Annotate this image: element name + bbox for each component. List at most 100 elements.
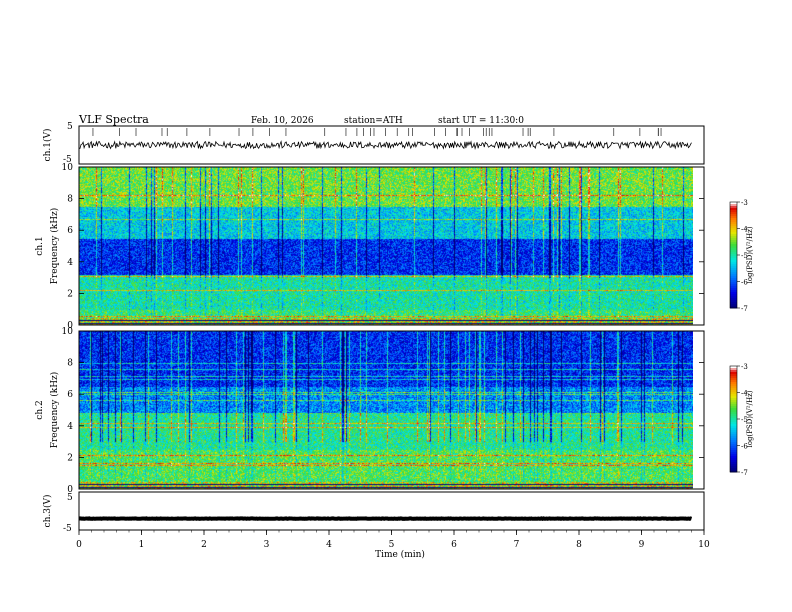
ch1-colorbar-swatch	[730, 298, 737, 301]
ch1-colorbar-swatch	[730, 210, 737, 213]
header-station: station=ATH	[344, 116, 403, 126]
ch1-colorbar-tick-label: -3	[741, 199, 748, 207]
ch2-colorbar-swatch	[730, 440, 737, 443]
ch2-spectrogram-panel: 0 2 4 6 8 10 ch.2 Frequency (kHz)	[35, 327, 705, 495]
ch2-colorbar-swatch	[730, 434, 737, 437]
ch1-colorbar: -3 -4 -5 -6 -7 log(PSD)(V²/Hz)	[729, 199, 754, 313]
ch1-colorbar-swatch	[730, 224, 737, 227]
ch1-colorbar-swatch	[730, 234, 737, 237]
ch2-colorbar-swatch	[730, 454, 737, 457]
ch1-colorbar-label: log(PSD)(V²/Hz)	[746, 226, 754, 283]
ch1-colorbar-swatch	[730, 232, 737, 235]
ch1-colorbar-swatch	[730, 216, 737, 219]
ch1-colorbar-swatch	[730, 300, 737, 303]
ch2-colorbar-swatch	[730, 460, 737, 463]
ch1-colorbar-swatch	[730, 304, 737, 307]
ch1-colorbar-swatch	[730, 220, 737, 223]
ch2-colorbar-swatch	[730, 408, 737, 411]
ch2-colorbar-swatch	[730, 394, 737, 397]
ch2-colorbar-swatch	[730, 406, 737, 409]
ch1-ytick-label: 8	[67, 195, 73, 205]
ch1-colorbar-swatch	[730, 258, 737, 261]
time-axis-tick-label: 9	[639, 540, 645, 550]
ch1-colorbar-tick-label: -4	[741, 226, 748, 234]
ch2-colorbar-swatch	[730, 422, 737, 425]
ch1-ytick-bottom: -5	[63, 155, 72, 165]
ch1-colorbar-swatch	[730, 264, 737, 267]
ch3-waveform-ylabel: ch.3(V)	[42, 495, 53, 528]
ch1-colorbar-swatch	[730, 290, 737, 293]
ch2-colorbar-swatch	[730, 374, 737, 377]
ch1-colorbar-swatch	[730, 306, 737, 309]
ch2-colorbar-swatch	[730, 462, 737, 465]
ch1-colorbar-swatch	[730, 276, 737, 279]
time-axis-tick-label: 1	[139, 540, 145, 550]
ch1-colorbar-swatch	[730, 260, 737, 263]
ch2-colorbar-swatch	[730, 386, 737, 389]
figure-title: VLF Spectra	[78, 113, 149, 126]
ch1-colorbar-tick-label: -5	[741, 252, 748, 260]
ch1-colorbar-swatch	[730, 238, 737, 241]
ch1-colorbar-swatch	[730, 218, 737, 221]
ch1-frequency-ticks: 0 2 4 6 8 10	[62, 163, 704, 331]
ch1-colorbar-swatch	[730, 278, 737, 281]
ch2-colorbar-swatch	[730, 448, 737, 451]
ch1-colorbar-swatch	[730, 246, 737, 249]
ch2-colorbar-swatch	[730, 378, 737, 381]
ch1-colorbar-swatch	[730, 280, 737, 283]
ch2-colorbar-swatch	[730, 428, 737, 431]
ch2-colorbar-swatch	[730, 404, 737, 407]
ch1-colorbar-swatch	[730, 250, 737, 253]
ch2-colorbar-swatch	[730, 450, 737, 453]
ch2-colorbar-swatch	[730, 420, 737, 423]
ch3-ytick-top: 5	[67, 493, 73, 503]
ch1-colorbar-swatch	[730, 286, 737, 289]
ch2-colorbar-swatch	[730, 444, 737, 447]
time-axis-tick-label: 3	[264, 540, 270, 550]
ch2-colorbar-swatch	[730, 470, 737, 473]
ch2-colorbar: -3 -4 -5 -6 -7 log(PSD)(V²/Hz)	[729, 363, 754, 477]
ch2-colorbar-swatch	[730, 456, 737, 459]
ch2-colorbar-swatch	[730, 446, 737, 449]
ch1-frequency-ylabel: Frequency (kHz)	[49, 208, 60, 285]
ch1-colorbar-swatch	[730, 284, 737, 287]
ch1-colorbar-swatch	[730, 296, 737, 299]
ch1-spectrogram-heatmap	[79, 167, 693, 325]
header-date: Feb. 10, 2026	[251, 116, 314, 126]
ch1-colorbar-swatch	[730, 294, 737, 297]
ch1-ytick-label: 0	[67, 321, 73, 331]
ch2-colorbar-swatch	[730, 438, 737, 441]
ch2-colorbar-swatch	[730, 370, 737, 373]
time-axis-tick-label: 6	[451, 540, 457, 550]
ch2-ytick-label: 2	[67, 453, 73, 463]
ch2-ytick-label: 0	[67, 485, 73, 495]
ch1-colorbar-swatch	[730, 262, 737, 265]
ch2-colorbar-swatch	[730, 380, 737, 383]
ch1-colorbar-swatch	[730, 222, 737, 225]
ch1-waveform-panel: 5 -5 ch.1(V)	[42, 122, 705, 165]
ch2-colorbar-swatch	[730, 412, 737, 415]
ch2-colorbar-swatch	[730, 414, 737, 417]
ch1-colorbar-swatch	[730, 214, 737, 217]
ch2-colorbar-swatch	[730, 402, 737, 405]
ch1-waveform-line	[79, 140, 692, 150]
ch2-colorbar-swatch	[730, 376, 737, 379]
ch3-waveform-panel: 5 -5 ch.3(V)	[42, 491, 705, 534]
ch1-colorbar-swatch	[730, 244, 737, 247]
time-axis-tick-label: 5	[389, 540, 395, 550]
ch1-colorbar-swatch	[730, 236, 737, 239]
time-axis-tick-label: 4	[326, 540, 332, 550]
ch2-colorbar-tick-label: -3	[741, 363, 748, 371]
ch2-spectrogram-heatmap	[79, 331, 693, 489]
ch1-spectrogram-panel: 0 2 4 6 8 10 ch.1 Frequency (kHz)	[35, 163, 705, 331]
time-axis-label: Time (min)	[375, 549, 425, 560]
time-axis-tick-label: 7	[514, 540, 520, 550]
time-axis-tick-label: 8	[576, 540, 582, 550]
ch1-colorbar-swatch	[730, 252, 737, 255]
ch1-colorbar-swatch	[730, 202, 737, 205]
ch2-channel-label: ch.2	[35, 400, 45, 419]
ch1-colorbar-swatch	[730, 204, 737, 207]
ch2-colorbar-swatch	[730, 466, 737, 469]
ch2-colorbar-swatch	[730, 398, 737, 401]
ch1-colorbar-swatch	[730, 248, 737, 251]
